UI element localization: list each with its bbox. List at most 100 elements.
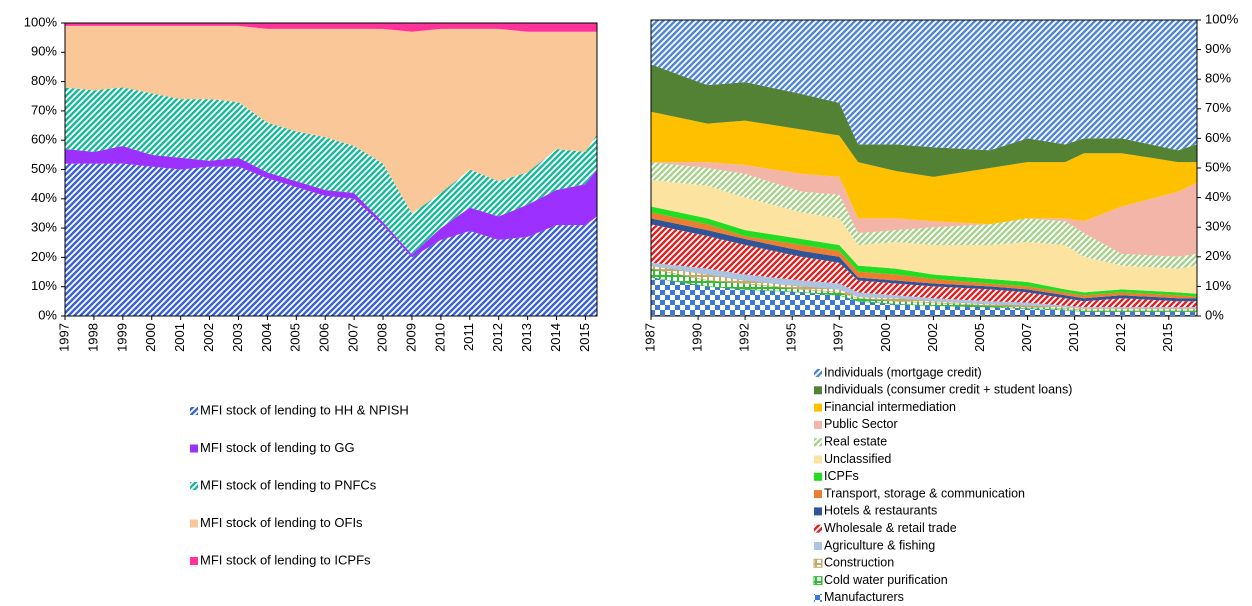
area-series <box>65 163 597 316</box>
legend-marker <box>814 490 822 499</box>
y-tick-label: 100% <box>1205 11 1239 26</box>
y-tick-label: 50% <box>1205 159 1231 174</box>
area-series <box>651 277 1197 316</box>
area-series <box>651 179 1197 294</box>
legend-marker <box>814 472 822 481</box>
legend-label: Public Sector <box>824 417 898 431</box>
y-tick-label: 20% <box>31 249 57 264</box>
legend-label: MFI stock of lending to HH & NPISH <box>200 402 409 417</box>
area-series <box>65 23 597 32</box>
x-tick-label: 1999 <box>114 323 129 352</box>
y-tick-label: 40% <box>1205 189 1231 204</box>
y-tick-label: 50% <box>31 161 57 176</box>
area-series <box>65 146 597 258</box>
legend-label: Manufacturers <box>824 590 904 604</box>
legend-marker <box>814 455 822 464</box>
legend-marker <box>814 403 822 412</box>
legend-marker <box>190 557 198 565</box>
legend-marker <box>814 542 822 550</box>
x-tick-label: 2012 <box>1113 323 1128 352</box>
legend-marker <box>814 524 822 533</box>
x-tick-label: 2005 <box>972 323 987 352</box>
legend-marker <box>814 386 822 395</box>
area-series <box>651 224 1197 308</box>
y-tick-label: 0% <box>1205 307 1224 322</box>
y-tick-label: 30% <box>31 220 57 235</box>
plot-area <box>650 20 1198 316</box>
area-series <box>651 212 1197 299</box>
plot-area <box>65 23 597 316</box>
x-tick-label: 2010 <box>1066 323 1081 352</box>
x-tick-label: 2001 <box>172 323 187 352</box>
legend-marker <box>813 576 823 586</box>
legend-label: Financial intermediation <box>824 400 956 414</box>
legend-label: MFI stock of lending to PNFCs <box>200 477 377 492</box>
y-tick-label: 70% <box>31 102 57 117</box>
y-tick-label: 90% <box>1205 41 1231 56</box>
x-tick-label: 2008 <box>374 323 389 352</box>
area-series <box>651 162 1197 269</box>
legend-label: Cold water purification <box>824 573 948 587</box>
legend-label: MFI stock of lending to OFIs <box>200 515 363 530</box>
legend-marker <box>814 420 822 429</box>
legend-label: Real estate <box>824 434 887 448</box>
x-tick-label: 2006 <box>317 323 332 352</box>
legend-marker <box>190 407 198 415</box>
legend-label: Wholesale & retail trade <box>824 521 957 535</box>
x-tick-label: 1998 <box>85 323 100 352</box>
x-tick-label: 2011 <box>461 323 476 351</box>
x-tick-label: 2015 <box>577 323 592 352</box>
legend-marker <box>190 444 198 453</box>
legend-marker <box>814 438 822 447</box>
legend-marker <box>814 593 822 602</box>
y-tick-label: 90% <box>31 44 57 59</box>
legend-label: Unclassified <box>824 452 891 466</box>
x-tick-label: 2015 <box>1160 323 1175 352</box>
legend-label: MFI stock of lending to GG <box>200 440 355 455</box>
area-series <box>651 20 1197 151</box>
legend-marker <box>190 482 198 490</box>
y-tick-label: 60% <box>1205 130 1231 145</box>
area-series <box>651 262 1197 309</box>
y-tick-label: 10% <box>1205 278 1231 293</box>
y-tick-label: 30% <box>1205 219 1231 234</box>
legend-marker <box>814 369 822 377</box>
x-tick-label: 2014 <box>548 323 563 352</box>
y-tick-label: 80% <box>1205 71 1231 86</box>
x-tick-label: 1987 <box>642 323 657 352</box>
x-tick-label: 1997 <box>56 323 71 352</box>
x-tick-label: 2012 <box>490 323 505 352</box>
legend-label: MFI stock of lending to ICPFs <box>200 552 371 567</box>
y-tick-label: 60% <box>31 132 57 147</box>
x-tick-label: 1995 <box>784 323 799 352</box>
x-tick-label: 2000 <box>143 323 158 352</box>
legend-label: Individuals (consumer credit + student l… <box>824 383 1072 397</box>
area-series <box>651 162 1197 257</box>
x-tick-label: 1997 <box>831 323 846 352</box>
legend-label: Construction <box>824 556 894 570</box>
x-tick-label: 2007 <box>346 323 361 352</box>
legend-label: Individuals (mortgage credit) <box>824 365 982 379</box>
y-tick-label: 10% <box>31 278 57 293</box>
x-tick-label: 2002 <box>201 323 216 352</box>
y-tick-label: 80% <box>31 73 57 88</box>
y-tick-label: 70% <box>1205 100 1231 115</box>
legend-label: Agriculture & fishing <box>824 538 935 552</box>
x-tick-label: 2004 <box>259 323 274 352</box>
legend-marker <box>814 507 822 516</box>
x-tick-label: 2005 <box>288 323 303 352</box>
y-tick-label: 20% <box>1205 248 1231 263</box>
legend-label: ICPFs <box>824 469 859 483</box>
area-series <box>651 64 1197 177</box>
x-tick-label: 2009 <box>403 323 418 352</box>
legend-label: Transport, storage & communication <box>824 486 1025 500</box>
x-tick-label: 1990 <box>690 323 705 352</box>
area-series <box>65 87 597 255</box>
y-tick-label: 40% <box>31 190 57 205</box>
x-tick-label: 2013 <box>519 323 534 352</box>
x-tick-label: 2002 <box>925 323 940 352</box>
area-series <box>651 111 1197 225</box>
y-tick-label: 100% <box>24 14 58 29</box>
x-tick-label: 2007 <box>1019 323 1034 352</box>
